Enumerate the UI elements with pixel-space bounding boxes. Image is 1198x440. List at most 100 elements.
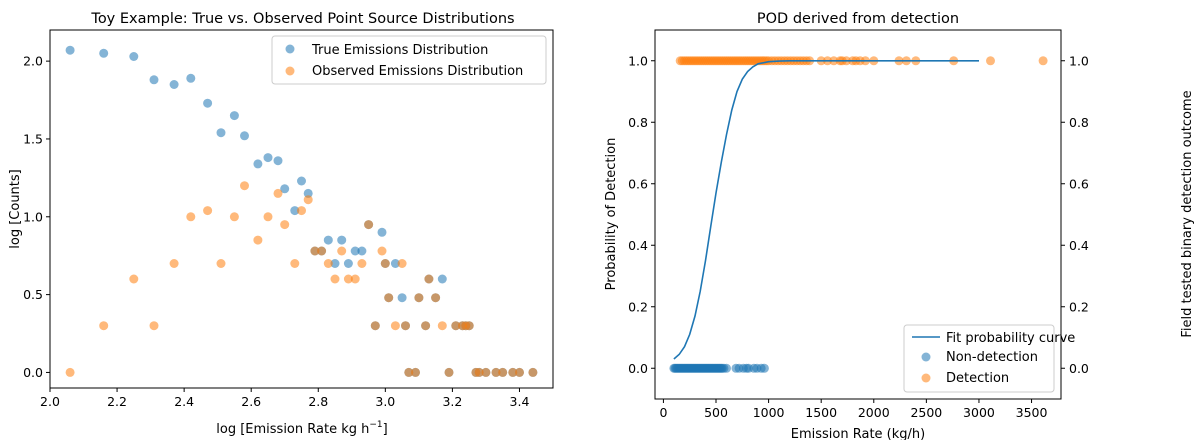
chart1-right-y-tick-label: 0.6	[1069, 176, 1089, 191]
chart0-y-tick-label: 1.0	[23, 209, 43, 224]
chart1-x-tick-label: 1500	[805, 405, 837, 420]
chart0-series0-point	[263, 153, 273, 163]
chart0-series1-point	[186, 212, 196, 222]
chart1-right-y-tick-label: 0.2	[1069, 299, 1089, 314]
chart1-y-tick-label: 0.2	[628, 299, 648, 314]
chart0-series1-point	[240, 181, 249, 191]
chart0-series1-point	[310, 246, 320, 256]
chart1-right-y-tick-label: 0.8	[1069, 115, 1089, 130]
chart0-series0-point	[337, 235, 347, 245]
chart0-series1-point	[401, 321, 410, 331]
chart0-x-tick-label: 3.2	[442, 394, 462, 409]
chart0-series1-point	[317, 246, 327, 256]
chart0-series1-point	[384, 293, 394, 303]
chart0-series1-point	[424, 274, 434, 284]
chart0-series0-point	[343, 259, 353, 268]
chart0-series0-point	[280, 184, 290, 194]
chart0-x-tick-label: 3.0	[375, 394, 395, 409]
chart0-series1-point	[431, 293, 441, 303]
chart0-series1-point	[481, 367, 491, 377]
left-chart: Toy Example: True vs. Observed Point Sou…	[8, 11, 554, 437]
chart0-x-tick-label: 2.2	[107, 394, 127, 409]
chart0-series1-point	[414, 293, 424, 303]
chart0-series0-point	[303, 188, 313, 198]
chart0-series0-point	[99, 48, 109, 58]
left-legend-label-true: True Emissions Distribution	[311, 43, 488, 58]
chart0-series1-point	[65, 367, 75, 377]
right-chart-y-axis-label: Probability of Detection	[604, 138, 619, 291]
chart0-x-tick-label: 2.6	[241, 394, 261, 409]
chart0-series0-point	[290, 206, 300, 216]
right-chart-right-y-ticks: 0.0 0.2 0.4 0.6 0.8 1.0	[1061, 53, 1089, 376]
chart0-series0-point	[297, 176, 306, 186]
chart1-x-tick-label: 2000	[858, 405, 890, 420]
right-legend-label-non-detection: Non-detection	[946, 350, 1038, 365]
chart1-x-tick-label: 3000	[963, 405, 995, 420]
chart0-series0-point	[350, 246, 360, 256]
chart0-y-tick-label: 0.0	[23, 365, 43, 380]
chart0-x-tick-label: 2.8	[308, 394, 328, 409]
chart0-series0-point	[397, 293, 407, 303]
right-legend-label-detection: Detection	[946, 371, 1009, 386]
chart1-right-y-tick-label: 1.0	[1069, 53, 1089, 68]
chart0-series0-point	[253, 159, 263, 169]
left-chart-legend: True Emissions Distribution Observed Emi…	[271, 35, 547, 85]
chart0-series1-point	[303, 195, 313, 205]
chart0-series1-point	[491, 367, 501, 377]
chart0-series1-point	[99, 321, 109, 331]
left-chart-x-axis-label-main: log [Emission Rate kg h	[216, 422, 369, 437]
chart0-series1-point	[364, 220, 374, 230]
chart1-x-tick-label: 500	[704, 405, 728, 420]
chart0-series1-point	[508, 367, 518, 377]
right-chart-title: POD derived from detection	[757, 11, 959, 27]
chart0-series1-point	[411, 367, 420, 377]
chart0-series1-point	[377, 246, 387, 256]
chart0-series0-point	[377, 227, 387, 237]
left-chart-x-axis-label: log [Emission Rate kg h−1]	[216, 420, 387, 437]
chart0-series1-point	[330, 274, 340, 284]
left-legend-marker-true	[285, 44, 295, 54]
chart0-series0-point	[65, 45, 75, 55]
chart1-x-tick-label: 1000	[753, 405, 785, 420]
chart0-series0-point	[330, 259, 340, 268]
chart1-x-tick-label: 2500	[910, 405, 942, 420]
chart0-series0-point	[216, 128, 226, 138]
chart0-y-tick-label: 0.5	[23, 287, 43, 302]
chart1-series0-point	[722, 363, 731, 373]
chart0-series1-point	[370, 321, 380, 331]
chart0-series1-point	[464, 321, 474, 331]
left-legend-label-observed: Observed Emissions Distribution	[312, 64, 523, 79]
chart1-right-y-tick-label: 0.0	[1069, 361, 1089, 376]
chart0-series0-point	[437, 274, 447, 284]
chart0-series1-point	[280, 220, 290, 230]
chart0-series1-point	[129, 274, 139, 284]
right-chart-frame	[654, 29, 1062, 400]
chart0-series1-point	[474, 367, 484, 377]
right-chart-legend-box	[903, 324, 1055, 393]
chart0-series1-point	[253, 235, 263, 245]
chart0-series1-point	[380, 259, 390, 268]
left-chart-frame	[49, 29, 554, 389]
chart0-series1-point	[216, 259, 226, 268]
chart0-y-tick-label: 1.5	[23, 131, 43, 146]
right-chart-legend: Fit probability curve Non-detection Dete…	[903, 324, 1075, 393]
chart0-series1-point	[437, 321, 447, 331]
chart0-series1-point	[337, 246, 347, 256]
right-chart-x-axis-label: Emission Rate (kg/h)	[791, 427, 925, 440]
chart0-series1-point	[149, 321, 159, 331]
left-legend-marker-observed	[285, 66, 295, 76]
right-legend-label-fit: Fit probability curve	[946, 331, 1075, 346]
chart0-series1-point	[390, 321, 400, 331]
left-chart-x-axis-label-end: ]	[383, 422, 388, 437]
chart0-series0-point	[357, 246, 367, 256]
chart1-y-tick-label: 0.0	[628, 361, 648, 376]
left-chart-x-ticks: 2.0 2.2 2.4 2.6 2.8 3.0 3.2 3.4	[40, 388, 529, 409]
chart1-y-tick-label: 1.0	[628, 53, 648, 68]
chart0-series1-point	[343, 274, 353, 284]
chart0-series1-point	[350, 274, 360, 284]
right-chart-x-ticks: 0 500 1000 1500 2000 2500 3000 3500	[659, 399, 1048, 420]
chart0-series1-point	[323, 259, 333, 268]
chart0-series0-point	[390, 259, 400, 268]
chart0-series0-point	[229, 111, 239, 121]
